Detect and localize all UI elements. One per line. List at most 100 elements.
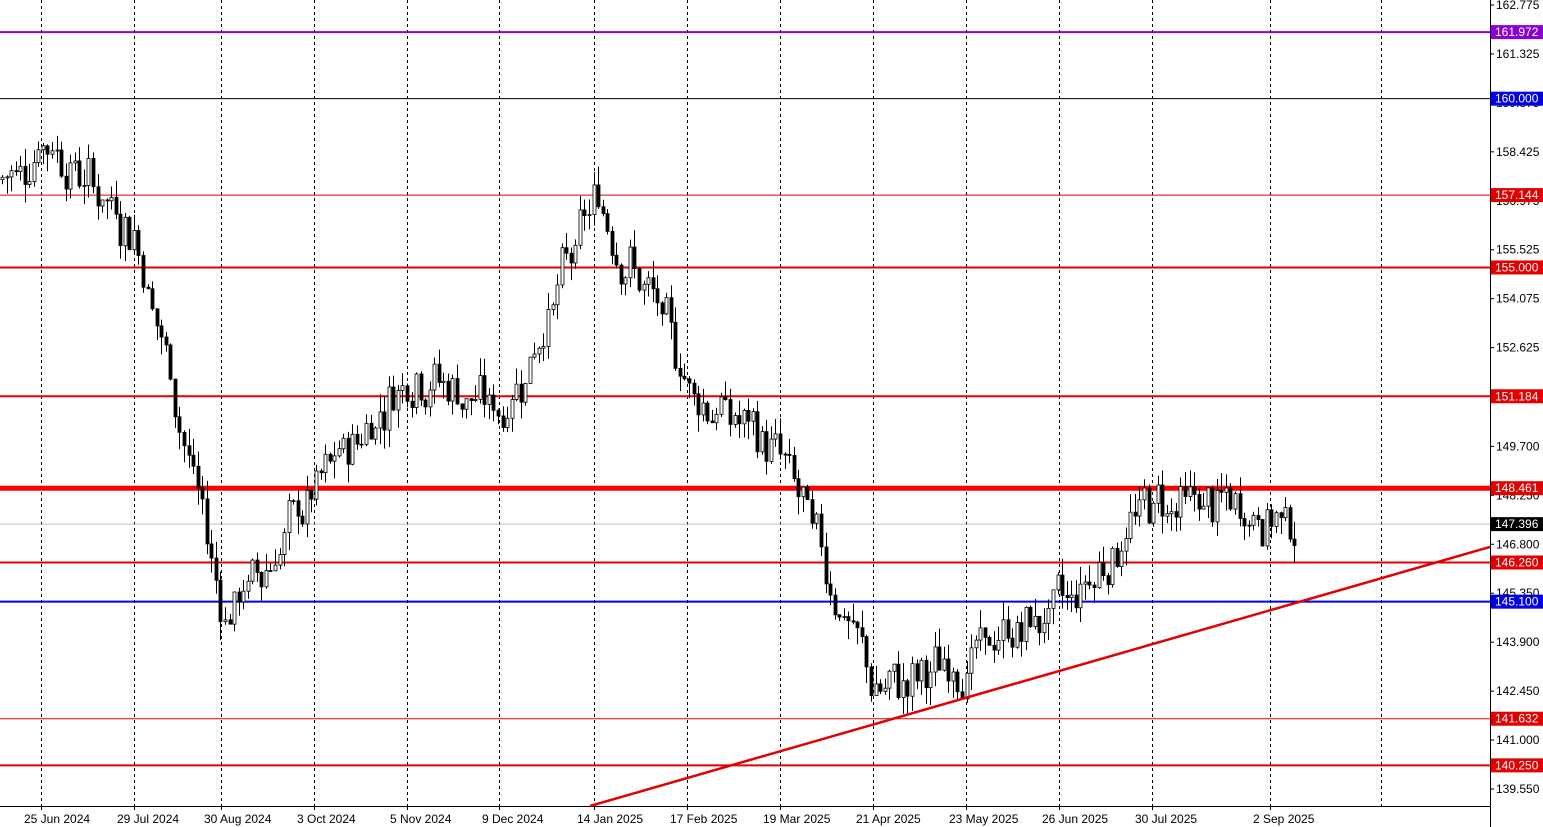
candle-body [651,277,656,290]
x-tick-label: 25 Jun 2024 [24,812,90,826]
candle-body [792,455,797,480]
candle-body [996,640,1001,651]
x-tick-label: 21 Apr 2025 [856,812,921,826]
candle-body [860,627,865,637]
candle-body [1224,487,1229,493]
trendline [589,545,1491,808]
candle-body [1074,594,1079,609]
candle-body [1106,575,1111,586]
candle-body [955,671,960,693]
candle-body [414,373,419,408]
price-badge-160.000 [1491,91,1543,106]
candle-body [632,246,637,270]
candle-body [814,513,819,524]
candle-body [1210,487,1215,523]
candle-body [209,543,214,559]
price-badge-label: 147.396 [1495,517,1539,531]
candle-body [105,199,110,202]
candle-body [819,513,824,548]
y-tick-label: 158.425 [1496,145,1540,159]
candle-body [1288,507,1293,540]
candle-body [323,453,328,474]
candle-body [992,644,997,651]
candle-body [491,394,496,411]
candle-body [682,375,687,380]
candle-body [45,145,50,155]
candle-body [1265,509,1270,547]
candle-body [241,590,246,603]
candle-body [378,411,383,429]
candle-body [1060,574,1065,596]
candle-body [1006,619,1011,639]
candle-body [223,619,228,623]
price-badge-146.260 [1491,555,1543,570]
candle-body [300,515,305,525]
candle-body [114,197,119,215]
candle-body [878,683,883,692]
candle-body [282,532,287,555]
price-badge-label: 155.000 [1495,260,1539,274]
candle-body [200,487,205,500]
candle-body [883,687,888,692]
candle-body [642,283,647,291]
y-tick-label: 161.325 [1496,47,1540,61]
candle-body [487,394,492,405]
candle-body [1046,607,1051,624]
candle-body [619,264,624,285]
candle-body [1087,581,1092,586]
candle-body [746,410,751,422]
candle-body [100,199,105,207]
candle-body [723,396,728,400]
candle-body [705,402,710,422]
price-badge-157.144 [1491,188,1543,203]
price-badge-140.250 [1491,758,1543,773]
candle-body [1128,511,1133,539]
candle-body [173,378,178,418]
candle-body [1019,622,1024,642]
candle-body [646,277,651,285]
candle-body [264,570,269,588]
price-badge-label: 151.184 [1495,389,1539,403]
candle-body [573,244,578,264]
candle-body [136,230,141,256]
candle-body [1092,584,1097,589]
candle-body [291,500,296,503]
candle-body [469,398,474,401]
candle-body [919,659,924,682]
candle-body [1133,511,1138,517]
candle-body [655,288,660,304]
candle-body [983,627,988,638]
candle-body [605,213,610,232]
candle-body [150,288,155,310]
candle-body [523,383,528,403]
candle-body [228,619,233,625]
candle-body [564,247,569,254]
candle-body [400,385,405,391]
x-tick-label: 19 Mar 2025 [763,812,831,826]
candle-body [132,230,137,251]
candle-body [924,659,929,689]
candle-body [387,386,392,431]
candle-body [464,398,469,410]
candle-body [701,402,706,416]
candle-body [1042,622,1047,634]
candle-body [874,683,879,697]
candle-body [109,197,114,202]
candle-body [660,302,665,315]
candle-body [273,564,278,572]
candle-body [537,347,542,355]
candle-body [1078,583,1083,609]
candle-body [1292,538,1297,547]
price-badge-161.972 [1491,25,1543,40]
candle-body [596,184,601,208]
price-badge-label: 140.250 [1495,758,1539,772]
candle-body [801,486,806,498]
y-tick-label: 155.525 [1496,243,1540,257]
price-badge-147.396 [1491,517,1543,532]
price-badge-label: 148.461 [1495,481,1539,495]
candle-body [887,670,892,689]
candle-body [1165,513,1170,517]
candle-body [751,411,756,422]
candle-body [842,616,847,618]
candle-body [851,620,856,623]
